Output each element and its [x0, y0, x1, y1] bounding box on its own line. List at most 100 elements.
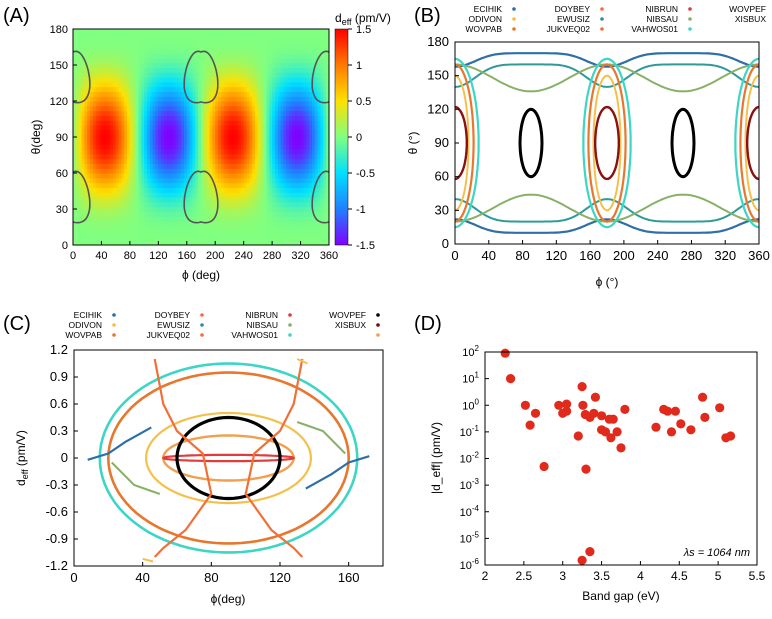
- heatmap-cell: [124, 192, 128, 198]
- heatmap-cell: [195, 221, 199, 227]
- heatmap-cell: [95, 77, 100, 83]
- curve-black: [175, 415, 282, 501]
- heatmap-cell: [289, 235, 293, 241]
- heatmap-cell: [124, 139, 128, 145]
- heatmap-cell: [112, 240, 117, 245]
- heatmap-cell: [246, 86, 250, 92]
- heatmap-cell: [286, 173, 290, 179]
- heatmap-cell: [78, 29, 83, 35]
- heatmap-cell: [317, 48, 322, 54]
- colorbar-label: deff (pm/V): [335, 11, 391, 27]
- heatmap-cell: [186, 53, 191, 59]
- heatmap-cell: [118, 72, 122, 78]
- heatmap-cell: [317, 153, 322, 160]
- heatmap-cell: [255, 211, 259, 217]
- heatmap-cell: [135, 53, 140, 59]
- heatmap-cell: [195, 91, 199, 97]
- heatmap-cell: [237, 72, 242, 78]
- heatmap-cell: [220, 33, 225, 40]
- heatmap-cell: [112, 105, 117, 112]
- heatmap-cell: [81, 48, 85, 54]
- heatmap-cell: [286, 72, 290, 78]
- heatmap-cell: [129, 139, 134, 145]
- heatmap-cell: [90, 182, 94, 188]
- heatmap-cell: [255, 221, 259, 227]
- heatmap-cell: [161, 201, 165, 208]
- heatmap-cell: [141, 43, 145, 49]
- heatmap-cell: [249, 29, 253, 35]
- heatmap-cell: [215, 110, 219, 116]
- heatmap-cell: [309, 53, 313, 59]
- heatmap-cell: [243, 29, 248, 35]
- heatmap-cell: [201, 81, 205, 88]
- heatmap-cell: [152, 33, 157, 40]
- heatmap-cell: [75, 72, 80, 78]
- heatmap-cell: [212, 139, 216, 145]
- heatmap-cell: [175, 48, 179, 54]
- heatmap-cell: [189, 206, 194, 212]
- heatmap-cell: [297, 105, 302, 112]
- heatmap-cell: [138, 153, 142, 160]
- heatmap-cell: [172, 182, 176, 188]
- heatmap-cell: [135, 125, 140, 131]
- heatmap-cell: [146, 235, 151, 241]
- heatmap-cell: [92, 168, 97, 174]
- heatmap-cell: [274, 235, 279, 241]
- heatmap-cell: [101, 29, 105, 35]
- heatmap-cell: [135, 182, 140, 188]
- heatmap-cell: [240, 139, 245, 145]
- heatmap-cell: [257, 149, 262, 155]
- heatmap-cell: [161, 173, 165, 179]
- contour-line: [73, 170, 91, 224]
- heatmap-cell: [81, 29, 85, 35]
- heatmap-cell: [317, 177, 322, 184]
- heatmap-cell: [135, 33, 140, 40]
- heatmap-cell: [246, 48, 250, 54]
- heatmap-cell: [286, 48, 290, 54]
- heatmap-cell: [75, 173, 80, 179]
- heatmap-cell: [257, 240, 262, 245]
- heatmap-cell: [118, 221, 122, 227]
- heatmap-cell: [226, 96, 231, 102]
- heatmap-cell: [314, 139, 319, 145]
- heatmap-cell: [201, 197, 205, 203]
- heatmap-cell: [326, 182, 329, 188]
- heatmap-cell: [320, 110, 324, 116]
- heatmap-cell: [138, 201, 142, 208]
- heatmap-cell: [306, 53, 310, 59]
- y-tick-label: 10-5: [460, 530, 480, 545]
- heatmap-cell: [178, 225, 182, 232]
- heatmap-cell: [294, 206, 299, 212]
- heatmap-cell: [104, 57, 108, 64]
- heatmap-cell: [229, 230, 233, 236]
- heatmap-cell: [115, 129, 120, 136]
- heatmap-cell: [158, 29, 162, 35]
- heatmap-cell: [317, 240, 322, 245]
- heatmap-cell: [101, 177, 105, 184]
- heatmap-cell: [186, 43, 191, 49]
- heatmap-cell: [118, 158, 122, 164]
- heatmap-cell: [98, 53, 103, 59]
- heatmap-cell: [90, 158, 94, 164]
- heatmap-cell: [243, 139, 248, 145]
- heatmap-cell: [121, 192, 125, 198]
- heatmap-cell: [138, 115, 142, 121]
- heatmap-cell: [263, 125, 268, 131]
- heatmap-cell: [215, 168, 219, 174]
- heatmap-cell: [246, 81, 250, 88]
- heatmap-cell: [127, 43, 131, 49]
- heatmap-cell: [266, 192, 270, 198]
- heatmap-cell: [172, 62, 176, 68]
- heatmap-cell: [155, 197, 159, 203]
- heatmap-cell: [178, 120, 182, 126]
- heatmap-cell: [109, 235, 114, 241]
- heatmap-cell: [255, 115, 259, 121]
- heatmap-cell: [73, 77, 77, 83]
- heatmap-cell: [169, 48, 174, 54]
- heatmap-cell: [124, 153, 128, 160]
- heatmap-cell: [146, 105, 151, 112]
- heatmap-cell: [166, 86, 171, 92]
- heatmap-cell: [235, 230, 239, 236]
- heatmap-cell: [326, 120, 329, 126]
- y-tick-label: 10-6: [460, 557, 480, 572]
